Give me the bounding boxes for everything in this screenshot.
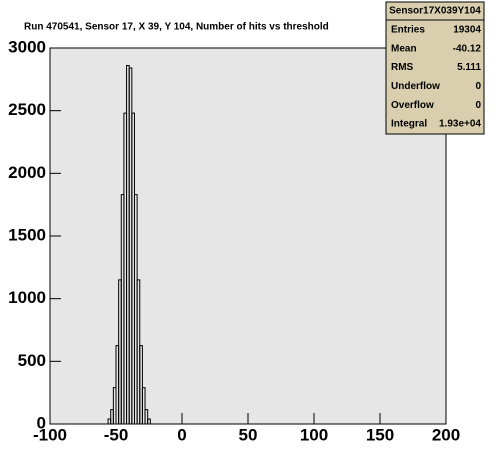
x-tick-label: 150 — [366, 425, 394, 444]
stats-box: Sensor17X039Y104 Entries 19304 Mean -40.12 R… — [385, 1, 485, 135]
histogram-bin — [139, 345, 143, 424]
y-tick-label: 0 — [37, 413, 46, 432]
y-tick-label: 2000 — [8, 163, 46, 182]
y-tick-label: 2500 — [8, 100, 46, 119]
stats-label: Integral — [391, 119, 427, 130]
y-tick-label: 500 — [18, 351, 46, 370]
stats-name: Sensor17X039Y104 — [389, 6, 481, 17]
x-tick-label: 0 — [177, 425, 186, 444]
stats-value: 19304 — [453, 25, 481, 36]
histogram-bin — [141, 387, 146, 424]
stats-label: Underflow — [391, 81, 440, 92]
stats-label: Mean — [391, 43, 417, 54]
stats-value: -40.12 — [453, 43, 482, 54]
x-tick-label: 100 — [300, 425, 328, 444]
stats-value: 5.111 — [457, 62, 481, 73]
stats-label: RMS — [391, 62, 414, 73]
stats-label: Entries — [391, 25, 425, 36]
stats-frame — [385, 1, 485, 135]
chart-title: Run 470541, Sensor 17, X 39, Y 104, Numb… — [24, 22, 329, 33]
stats-value: 0 — [475, 81, 481, 92]
y-tick-label: 1500 — [8, 225, 46, 244]
x-tick-label: 200 — [432, 425, 460, 444]
y-tick-label: 3000 — [8, 37, 46, 56]
stats-value: 0 — [475, 100, 481, 111]
x-tick-label: -100 — [33, 425, 67, 444]
histogram-bin — [147, 418, 151, 424]
x-tick-label: -50 — [104, 425, 129, 444]
x-tick-label: 50 — [239, 425, 258, 444]
stats-value: 1.93e+04 — [439, 119, 481, 130]
stats-label: Overflow — [391, 100, 434, 111]
y-tick-label: 1000 — [8, 288, 46, 307]
histogram-bin — [144, 409, 149, 424]
